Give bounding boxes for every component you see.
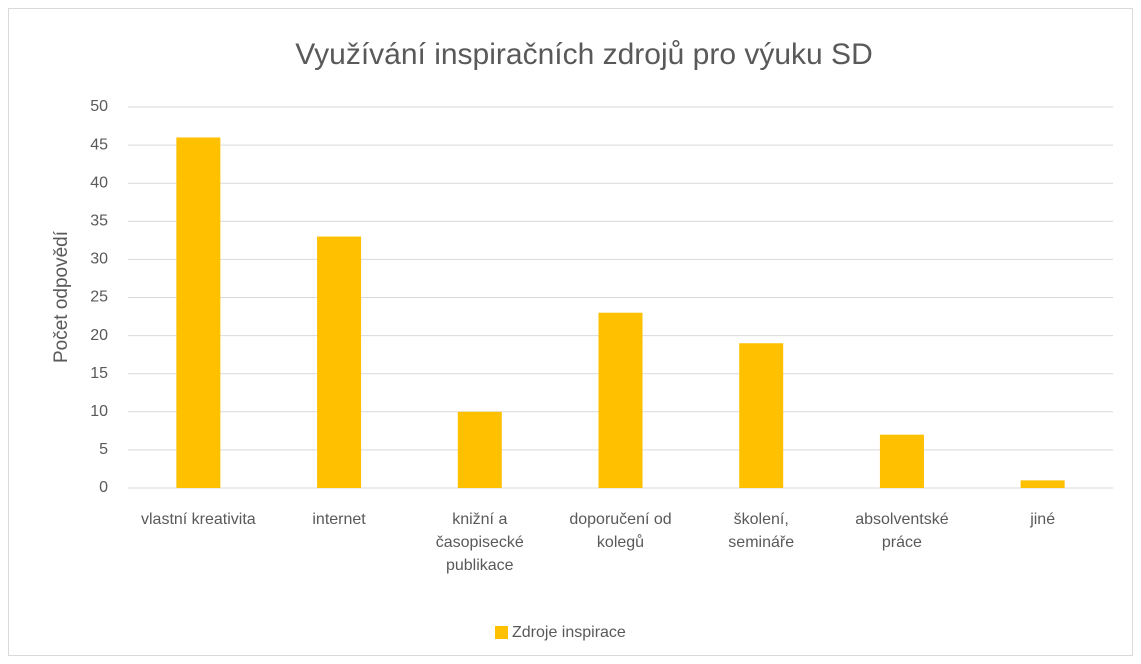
y-tick-label: 0	[99, 479, 108, 496]
bar	[739, 343, 784, 488]
x-tick-label: doporučení od kolegů	[569, 511, 672, 551]
y-tick-label: 40	[90, 174, 108, 191]
legend-label: Zdroje inspirace	[512, 624, 626, 641]
y-tick-label: 35	[90, 213, 108, 230]
bar	[457, 411, 502, 488]
y-tick-label: 50	[90, 98, 108, 115]
x-tick-label: jiné	[1030, 511, 1056, 528]
chart-title: Využívání inspiračních zdrojů pro výuku …	[295, 38, 873, 71]
bar	[317, 236, 362, 488]
y-tick-label: 30	[90, 251, 108, 268]
x-tick-label: školení, semináře	[728, 511, 795, 551]
x-tick-label: absolventské práce	[855, 511, 949, 551]
x-tick-label: vlastní kreativita	[140, 511, 256, 528]
bar	[176, 137, 221, 489]
x-tick-label: knižní a časopisecké publikace	[435, 511, 524, 574]
bar	[598, 312, 643, 488]
x-tick-label: internet	[312, 511, 366, 528]
y-tick-label: 20	[90, 327, 108, 344]
legend-swatch	[495, 626, 508, 639]
y-tick-label: 15	[90, 365, 108, 382]
y-axis-label: Počet odpovědí	[51, 230, 72, 363]
bar	[879, 434, 924, 488]
bar	[1020, 480, 1065, 488]
y-tick-label: 5	[99, 441, 108, 458]
y-tick-label: 45	[90, 136, 108, 153]
y-tick-label: 10	[90, 403, 108, 420]
y-tick-label: 25	[90, 289, 108, 306]
